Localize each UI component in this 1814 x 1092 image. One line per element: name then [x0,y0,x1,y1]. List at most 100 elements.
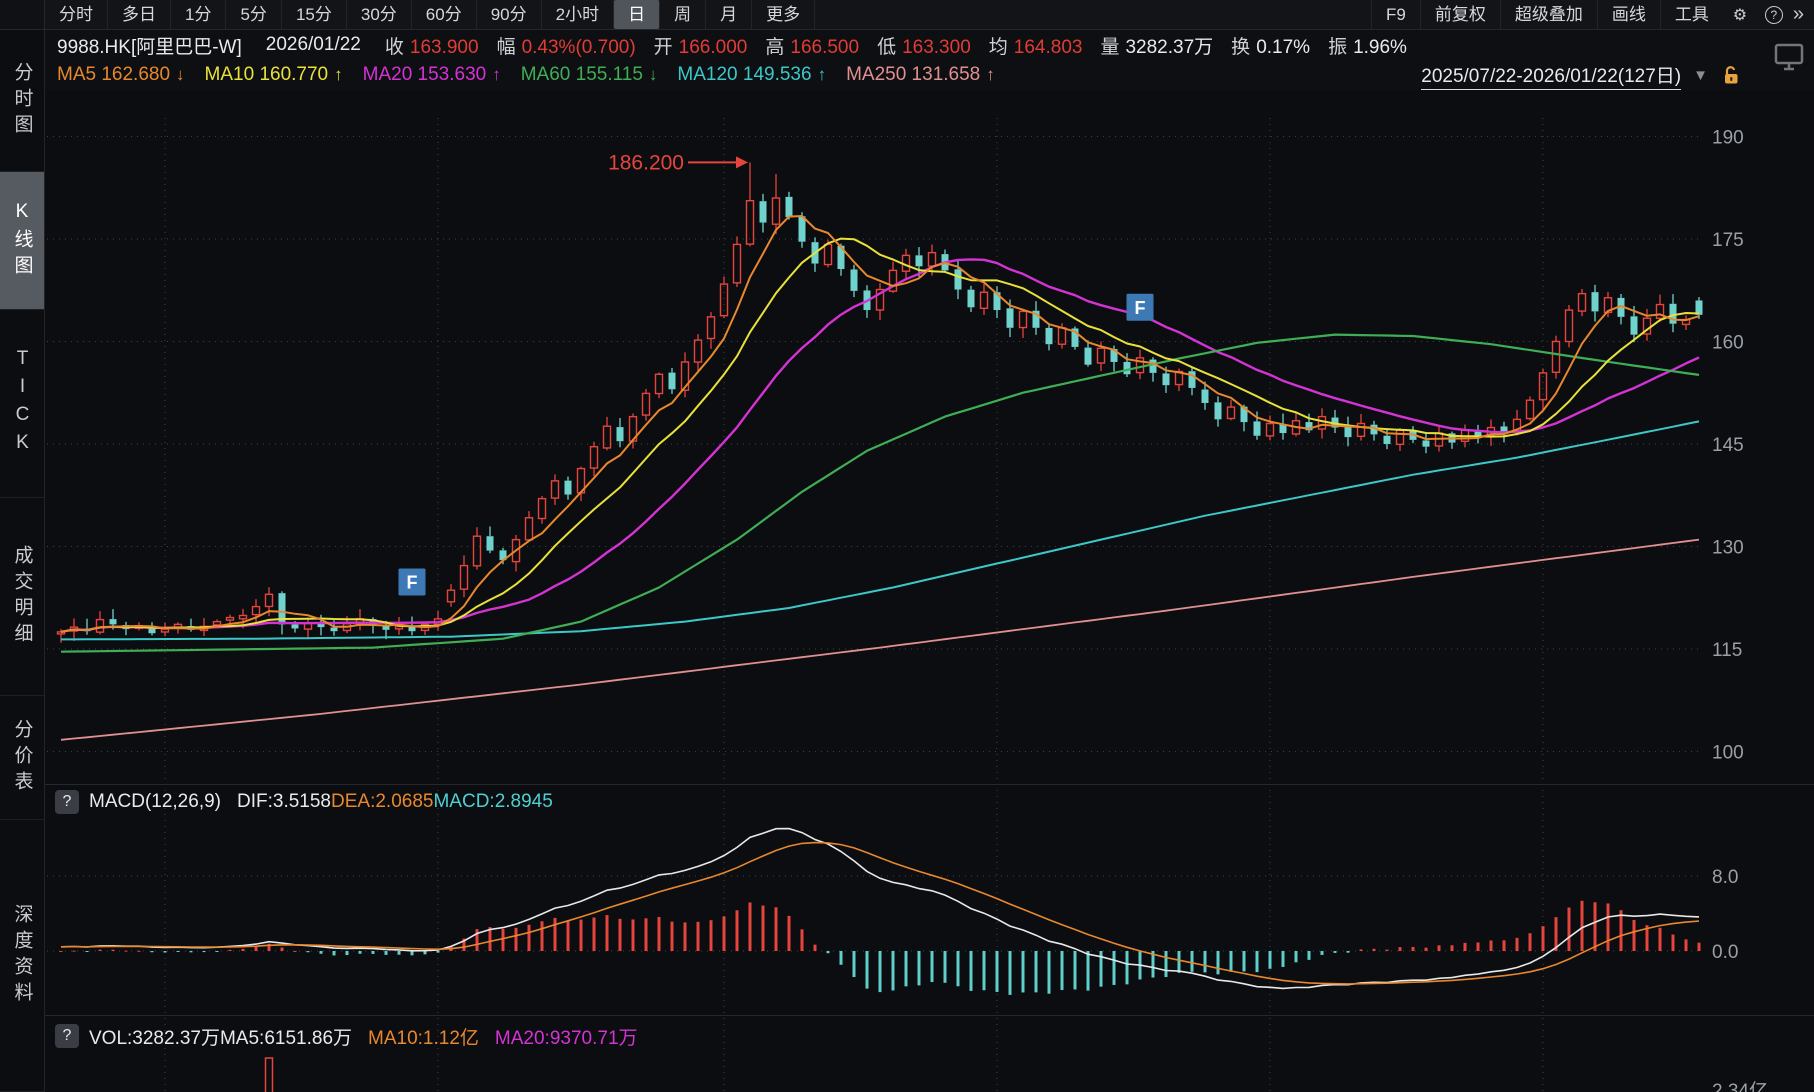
ma-values: MA5 162.680 ↓ MA10 160.770 ↑ MA20 153.630 ↑ MA… [57,64,1015,86]
field-label: 高 [765,36,785,58]
macd-dea-line [60,841,1700,985]
period-tab-11[interactable]: 月 [706,0,753,29]
ma250-line [60,538,1700,741]
toolbar-actions: F9 前复权 超级叠加 画线 工具 ⚙? » [1371,0,1814,29]
unlock-icon[interactable] [1722,65,1740,85]
field-value: 166.500 [790,36,860,58]
toolbar-action-3[interactable]: 画线 [1596,0,1660,29]
sidebar: 分时图 K线图 TICK 成交明细 分价表 深度资料 [0,30,45,1092]
period-tab-2[interactable]: 1分 [171,0,227,29]
field-label: 振 [1328,36,1348,58]
period-tab-12[interactable]: 更多 [752,0,816,29]
svg-text:F: F [1135,298,1146,318]
field-label: 幅 [496,36,516,58]
sidebar-item-2[interactable]: TICK [0,310,44,498]
toolbar-action-0[interactable]: F9 [1371,0,1420,29]
toolbar-action-4[interactable]: 工具 [1659,0,1723,29]
period-tab-3[interactable]: 5分 [226,0,282,29]
sidebar-item-4[interactable]: 分价表 [0,696,44,820]
ma5-line [60,215,1700,633]
symbol-name: 9988.HK[阿里巴巴-W] [57,36,242,58]
ma-value-MA20: MA20 153.630 ↑ [362,64,501,85]
sidebar-item-0[interactable]: 分时图 [0,30,44,172]
macd-panel[interactable] [59,827,1701,995]
ma-indicator-bar: MA5 162.680 ↓ MA10 160.770 ↑ MA20 153.630 ↑ MA… [45,60,1814,90]
period-tab-1[interactable]: 多日 [108,0,171,29]
period-tab-6[interactable]: 60分 [412,0,477,29]
axis-label: 115 [1712,640,1742,661]
chart-area[interactable]: 186.200 F F 190 175 160 145 130 115 100 8.0 0.0 2.34… [45,90,1814,1092]
period-tab-4[interactable]: 15分 [282,0,347,29]
ma120-line [61,420,1700,641]
svg-text:F: F [407,572,418,592]
axis-label: 0.0 [1712,942,1738,963]
trend-arrow-icon: ↓ [176,65,185,84]
period-tab-0[interactable]: 分时 [45,0,108,29]
period-tab-9[interactable]: 日 [614,0,661,29]
quote-field-开: 开 166.000 [654,37,748,58]
sidebar-item-3[interactable]: 成交明细 [0,498,44,696]
peak-annotation: 186.200 [608,151,748,174]
field-value: 166.000 [678,36,748,58]
content: 分时图 K线图 TICK 成交明细 分价表 深度资料 9988.HK[阿里巴巴-W] 20… [0,30,1814,1092]
gear-icon[interactable]: ⚙ [1732,6,1748,24]
help-icon[interactable]: ? [55,790,79,814]
toolbar-corner [0,0,45,29]
axis-label: 100 [1712,742,1744,763]
vol-ma20-value: MA20:9370.71万 [494,1027,638,1049]
vol-ma10-value: MA10:1.12亿 [368,1027,479,1049]
period-tabs: 分时 多日 1分 5分 15分 30分 60分 90分 2小时日周月更多 [45,0,816,29]
field-label: 低 [877,36,897,58]
axis-label: 130 [1712,537,1744,558]
period-tab-8[interactable]: 2小时 [542,0,615,29]
toolbar-action-1[interactable]: 前复权 [1419,0,1500,29]
axis-label: 175 [1712,230,1744,251]
field-label: 量 [1100,36,1120,58]
ma20-line [60,258,1700,634]
field-label: 收 [384,36,404,58]
event-flag-badge[interactable]: F [398,568,426,596]
sidebar-item-5[interactable]: 深度资料 [0,820,44,1092]
toolbar-action-2[interactable]: 超级叠加 [1499,0,1597,29]
field-label: 换 [1231,36,1251,58]
trend-arrow-icon: ↑ [492,65,501,84]
axis-label: 145 [1712,435,1744,456]
main-panel: 9988.HK[阿里巴巴-W] 2026/01/22 收 163.900 幅 0.43… [45,30,1814,1092]
quote-field-幅: 幅 0.43%(0.700) [497,37,636,58]
period-tab-5[interactable]: 30分 [347,0,412,29]
monitor-icon [1772,42,1806,77]
field-value: 163.900 [409,36,479,58]
event-flag-badge[interactable]: F [1126,293,1154,321]
help-icon[interactable]: ? [55,1024,79,1048]
period-tab-7[interactable]: 90分 [477,0,542,29]
macd-dif-line [60,827,1700,990]
field-value: 3282.37万 [1125,36,1214,58]
volume-panel-header: ? VOL:3282.37万 MA5:6151.86万 MA10:1.12亿 M… [55,1022,638,1050]
field-value: 163.300 [902,36,971,58]
field-value: 1.96% [1353,36,1407,58]
period-tab-10[interactable]: 周 [660,0,707,29]
macd-macd-value: MACD:2.8945 [433,791,553,812]
axis-label: 160 [1712,332,1744,353]
quote-fields: 收 163.900 幅 0.43%(0.700) 开 166.000 高 166.500 低 16… [385,32,1425,59]
kline-chart-svg[interactable]: 186.200 F F 190 175 160 145 130 115 100 8.0 0.0 2.34… [45,90,1814,1092]
ma-value-MA60: MA60 155.115 ↓ [520,64,658,85]
field-label: 开 [653,36,673,58]
ma-value-MA10: MA10 160.770 ↑ [204,64,343,85]
chevron-more-icon[interactable]: » [1792,3,1804,25]
ma-value-MA5: MA5 162.680 ↓ [57,64,185,85]
volume-bars[interactable] [58,1057,1703,1092]
vol-value: VOL:3282.37万 [89,1027,220,1049]
price-axis: 190 175 160 145 130 115 100 8.0 0.0 2.34亿 [1712,127,1768,1092]
vol-ma5-value: MA5:6151.86万 [219,1027,353,1049]
quote-field-高: 高 166.500 [765,37,859,58]
svg-text:186.200: 186.200 [608,151,684,174]
quote-field-收: 收 163.900 [385,37,479,58]
sidebar-item-1[interactable]: K线图 [0,172,44,310]
help-icon[interactable]: ? [1764,5,1783,24]
trend-arrow-icon: ↓ [648,65,658,84]
chevron-down-icon[interactable]: ▼ [1693,66,1708,84]
date-range[interactable]: 2025/07/22-2026/01/22(127日) [1421,61,1682,90]
toolbar: 分时 多日 1分 5分 15分 30分 60分 90分 2小时日周月更多 F9 前复权 超级叠加 画线… [0,0,1814,30]
ma60-line [60,333,1700,653]
